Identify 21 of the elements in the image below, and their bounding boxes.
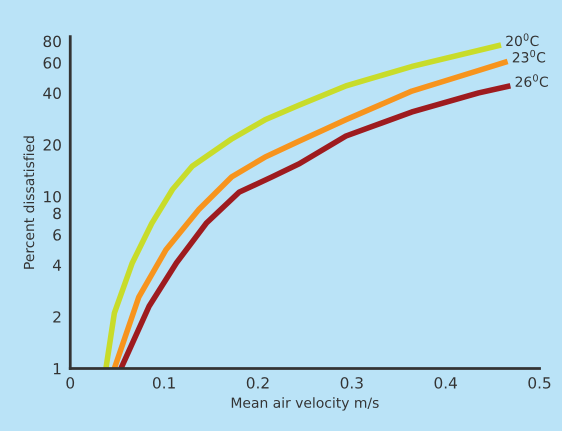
x-tick-label: 0.2 xyxy=(246,377,269,389)
y-tick-label: 80 xyxy=(44,36,61,48)
x-tick-label: 0.3 xyxy=(340,377,363,389)
series-label: 20$^{0}$C xyxy=(506,33,539,46)
y-tick-label: 60 xyxy=(44,57,61,69)
y-tick-label: 6 xyxy=(53,229,61,241)
x-axis-title: Mean air velocity m/s xyxy=(232,397,379,411)
series-label: 23$^{0}$C xyxy=(512,50,546,63)
y-tick-label: 20 xyxy=(44,139,61,151)
y-tick-label: 8 xyxy=(53,208,61,220)
x-tick-label: 0.4 xyxy=(434,377,457,389)
y-tick-label: 1 xyxy=(54,363,61,374)
y-tick-label: 4 xyxy=(52,260,62,271)
x-tick-label: 0.1 xyxy=(152,377,175,389)
x-tick-label: 0.5 xyxy=(528,377,550,389)
y-tick-label: 2 xyxy=(53,311,60,323)
x-tick-label: 0 xyxy=(66,377,74,389)
y-axis-title: Percent dissatisfied xyxy=(23,136,34,269)
y-tick-label: 10 xyxy=(44,190,61,203)
y-tick-label: 40 xyxy=(43,87,61,99)
series-label: 26$^{0}$C xyxy=(516,74,548,87)
